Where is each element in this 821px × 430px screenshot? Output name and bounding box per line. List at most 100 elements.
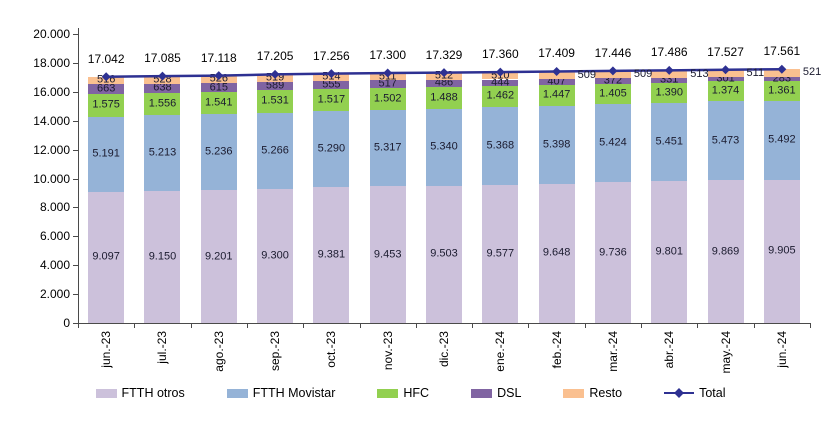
x-tick (359, 323, 361, 328)
x-axis-label: mar.-24 (605, 331, 620, 372)
label-resto: 512 (434, 69, 454, 82)
label-ftth-movistar: 5.213 (148, 146, 177, 159)
x-tick (528, 323, 530, 328)
segment-ftth-otros: 9.097 (88, 191, 125, 323)
segment-ftth-movistar: 5.236 (200, 114, 237, 191)
y-tick-label: 2.000 (39, 287, 70, 302)
total-label: 17.409 (538, 46, 575, 61)
label-ftth-movistar: 5.191 (92, 147, 120, 160)
x-tick (810, 323, 811, 328)
y-tick-label: 20.000 (33, 27, 70, 41)
x-tick (697, 323, 699, 328)
label-ftth-otros: 9.648 (542, 246, 571, 259)
label-resto: 526 (209, 72, 228, 85)
label-dsl: 589 (265, 79, 285, 92)
legend-item-total: Total (664, 386, 725, 400)
label-dsl: 283 (772, 72, 792, 85)
label-dsl: 486 (434, 76, 454, 89)
y-tick (73, 34, 78, 35)
segment-hfc: 1.374 (707, 81, 744, 102)
label-resto: 519 (265, 71, 285, 84)
label-hfc: 1.575 (92, 98, 120, 111)
segment-dsl: 615 (200, 81, 237, 94)
y-tick (73, 323, 78, 324)
segment-ftth-otros: 9.300 (257, 188, 294, 323)
label-ftth-movistar: 5.424 (599, 136, 627, 149)
label-resto-outside: 511 (746, 66, 765, 79)
y-tick (73, 178, 78, 180)
segment-ftth-otros: 9.905 (763, 179, 800, 323)
segment-ftth-otros: 9.503 (426, 185, 462, 323)
legend: FTTH otros FTTH Movistar HFC DSL Resto Total (0, 386, 821, 400)
x-tick (753, 323, 755, 328)
total-label: 17.085 (144, 51, 181, 66)
label-dsl: 615 (209, 81, 228, 94)
label-ftth-movistar: 5.492 (768, 133, 796, 146)
segment-ftth-movistar: 5.398 (538, 105, 575, 184)
legend-item-resto: Resto (563, 386, 622, 400)
label-ftth-movistar: 5.340 (430, 140, 458, 153)
segment-ftth-otros: 9.150 (144, 190, 181, 323)
label-ftth-movistar: 5.368 (486, 139, 515, 152)
label-hfc: 1.541 (205, 96, 233, 109)
y-tick (73, 120, 78, 122)
label-ftth-movistar: 5.236 (205, 145, 233, 158)
legend-swatch-dsl (471, 388, 493, 398)
x-axis-label: may.-24 (718, 331, 733, 374)
label-ftth-movistar: 5.317 (373, 141, 402, 154)
label-dsl: 517 (378, 77, 397, 90)
segment-dsl: 517 (369, 77, 406, 90)
total-label: 17.205 (256, 49, 294, 64)
segment-ftth-movistar: 5.492 (763, 100, 800, 180)
label-ftth-otros: 9.201 (205, 250, 233, 262)
legend-swatch-resto (563, 388, 585, 398)
x-tick (472, 323, 474, 328)
label-resto: 510 (491, 69, 510, 82)
segment-dsl: 638 (144, 82, 181, 93)
legend-swatch-ftth-otros (95, 388, 117, 398)
segment-ftth-movistar: 5.473 (707, 101, 744, 181)
segment-hfc: 1.541 (200, 92, 237, 115)
segment-dsl: 589 (257, 79, 294, 92)
x-axis-line (78, 323, 810, 324)
y-tick-label: 12.000 (33, 142, 70, 157)
y-tick-label: 16.000 (33, 84, 70, 99)
x-axis-label: oct.-23 (324, 331, 339, 368)
total-label: 17.486 (650, 45, 688, 60)
label-resto-outside: 521 (802, 66, 821, 79)
legend-label: Resto (589, 386, 623, 400)
label-hfc: 1.447 (542, 88, 571, 101)
y-tick-label: 8.000 (39, 200, 70, 215)
label-hfc: 1.462 (486, 89, 515, 102)
label-hfc: 1.405 (599, 87, 627, 100)
segment-ftth-movistar: 5.266 (257, 112, 294, 189)
segment-resto (707, 69, 744, 78)
y-tick-label: 6.000 (39, 229, 70, 244)
segment-ftth-otros: 9.577 (482, 184, 519, 323)
segment-resto (763, 69, 800, 77)
label-hfc: 1.531 (261, 94, 289, 107)
label-ftth-otros: 9.736 (599, 246, 627, 259)
segment-dsl: 555 (313, 79, 350, 90)
segment-ftth-movistar: 5.340 (426, 108, 462, 186)
label-ftth-otros: 9.503 (430, 247, 458, 260)
legend-label: Total (699, 386, 726, 400)
x-tick (190, 323, 192, 328)
label-hfc: 1.361 (768, 84, 796, 97)
label-hfc: 1.517 (317, 93, 346, 106)
label-resto-outside: 509 (633, 68, 653, 81)
segment-hfc: 1.390 (651, 82, 688, 103)
label-ftth-otros: 9.801 (655, 245, 683, 258)
segment-dsl: 663 (88, 83, 125, 94)
x-tick (134, 323, 136, 328)
segment-ftth-otros: 9.201 (200, 190, 237, 323)
total-label: 17.118 (200, 50, 237, 65)
total-label: 17.042 (87, 51, 125, 66)
segment-hfc: 1.447 (538, 84, 575, 106)
x-axis-label: abr.-24 (662, 331, 677, 369)
segment-ftth-movistar: 5.213 (144, 115, 181, 191)
segment-resto: 526 (200, 72, 237, 85)
x-tick (641, 323, 643, 328)
